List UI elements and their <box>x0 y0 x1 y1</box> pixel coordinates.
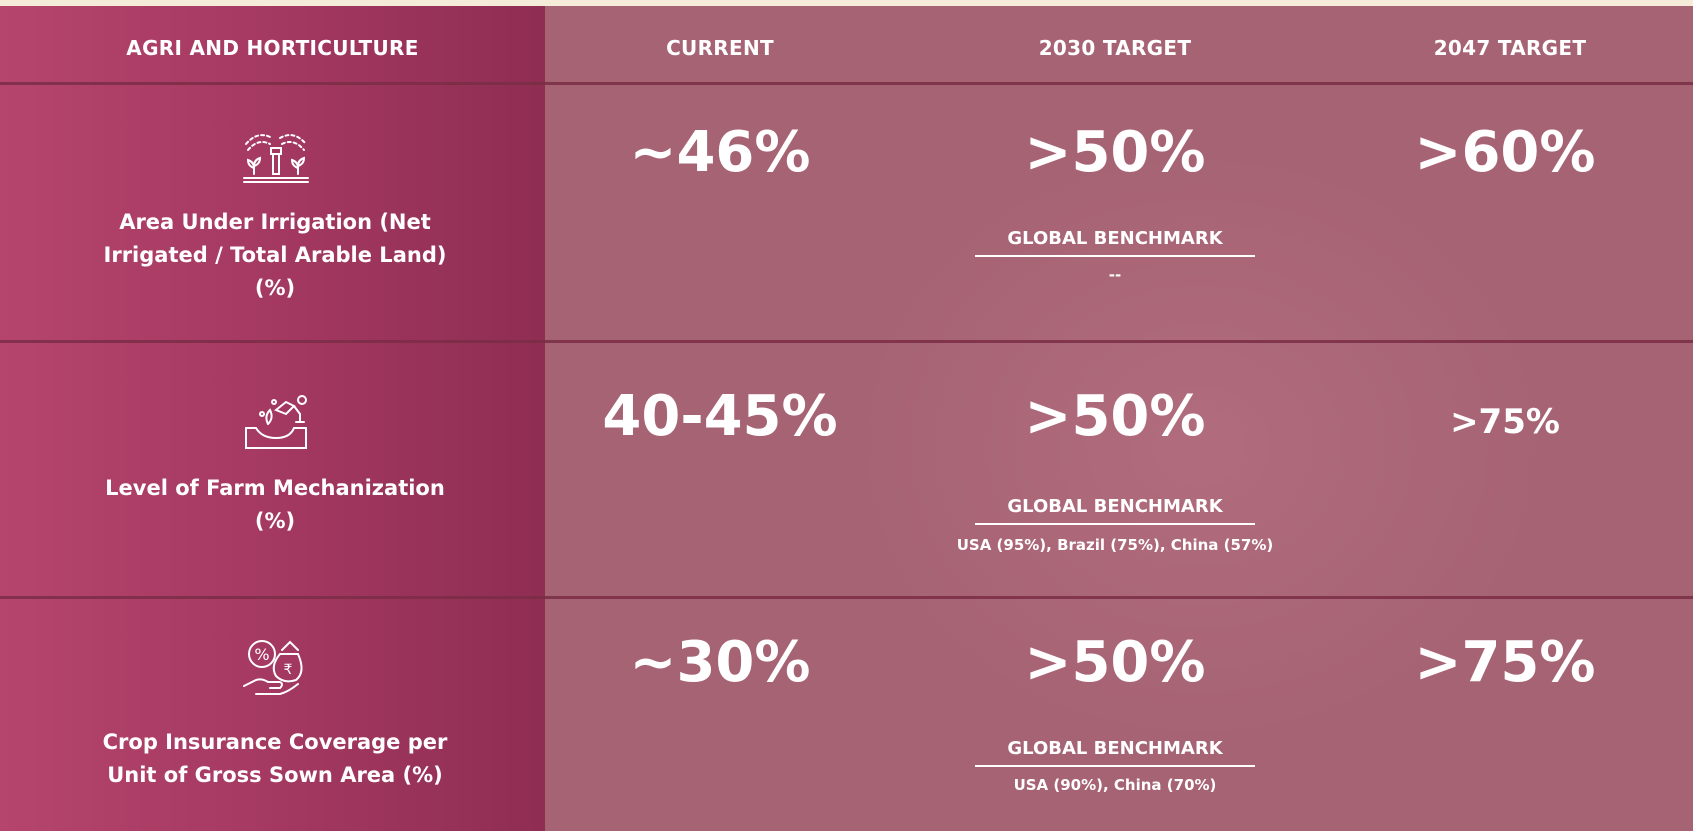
svg-text:₹: ₹ <box>284 662 293 678</box>
current-value: 40-45% <box>602 384 838 449</box>
header-current: CURRENT <box>666 36 774 60</box>
global-benchmark-label: GLOBAL BENCHMARK <box>975 738 1255 767</box>
table-row-mechanization: Level of Farm Mechanization (%) 40-45% >… <box>0 344 1693 596</box>
metric-label-line: (%) <box>254 509 296 533</box>
table-header: AGRI AND HORTICULTURE CURRENT 2030 TARGE… <box>0 6 1693 90</box>
global-benchmark-value: -- <box>1108 266 1122 284</box>
table-row-irrigation: Area Under Irrigation (Net Irrigated / T… <box>0 86 1693 340</box>
target-2030-value: >50% <box>1024 384 1206 449</box>
metric-label-line: Crop Insurance Coverage per <box>102 730 448 754</box>
global-benchmark-label: GLOBAL BENCHMARK <box>975 496 1255 525</box>
targets-table: AGRI AND HORTICULTURE CURRENT 2030 TARGE… <box>0 6 1693 831</box>
global-benchmark-label: GLOBAL BENCHMARK <box>975 228 1255 257</box>
target-2030-value: >50% <box>1024 120 1206 185</box>
table-row-crop-insurance: % ₹ Crop Insurance Coverage per Unit of … <box>0 600 1693 831</box>
crop-insurance-icon: % ₹ <box>243 640 303 695</box>
svg-text:%: % <box>254 645 269 664</box>
metric-label-line: Area Under Irrigation (Net <box>119 210 431 234</box>
row-divider <box>0 340 1693 343</box>
target-2047-value: >75% <box>1450 402 1560 442</box>
global-benchmark-value: USA (95%), Brazil (75%), China (57%) <box>956 536 1274 554</box>
metric-label: Crop Insurance Coverage per Unit of Gros… <box>60 726 490 792</box>
header-2047-target: 2047 TARGET <box>1433 36 1587 60</box>
metric-label-line: Irrigated / Total Arable Land) <box>103 243 447 267</box>
row-divider <box>0 596 1693 599</box>
metric-label-line: Unit of Gross Sown Area (%) <box>107 763 443 787</box>
metric-label-line: Level of Farm Mechanization <box>105 476 445 500</box>
current-value: ~46% <box>629 120 811 185</box>
farm-mechanization-icon <box>245 395 307 449</box>
current-value: ~30% <box>629 630 811 695</box>
metric-label-line: (%) <box>254 276 296 300</box>
target-2047-value: >60% <box>1414 120 1596 185</box>
header-2030-target: 2030 TARGET <box>1038 36 1192 60</box>
irrigation-sprinkler-icon <box>243 134 309 183</box>
target-2030-value: >50% <box>1024 630 1206 695</box>
header-agri-horticulture: AGRI AND HORTICULTURE <box>126 36 419 60</box>
row-divider <box>0 82 1693 85</box>
metric-label: Area Under Irrigation (Net Irrigated / T… <box>60 206 490 305</box>
metric-label: Level of Farm Mechanization (%) <box>60 472 490 538</box>
global-benchmark-value: USA (90%), China (70%) <box>1013 776 1217 794</box>
target-2047-value: >75% <box>1414 630 1596 695</box>
